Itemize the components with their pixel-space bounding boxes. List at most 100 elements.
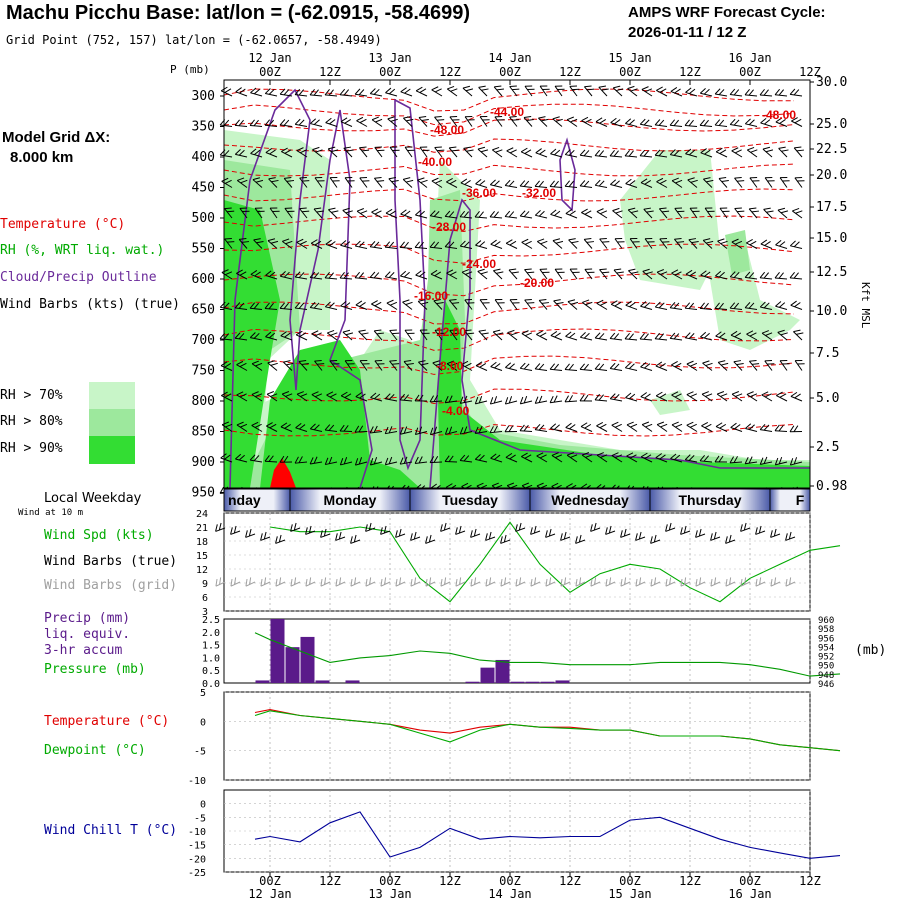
isotherm-label: -4.00 xyxy=(442,404,470,418)
precip-bar xyxy=(316,680,330,683)
legend-precip-line1: Precip (mm) xyxy=(44,611,130,627)
chill-tick-label: -25 xyxy=(188,868,206,879)
isotherm-label: -32.00 xyxy=(522,186,556,200)
precip-tick-label: 1.0 xyxy=(202,653,220,664)
isotherm-label: -8.00 xyxy=(436,359,464,373)
wind-tick-label: 9 xyxy=(202,579,208,590)
pressure-tick-label: 946 xyxy=(818,680,834,690)
hour-label-top: 00Z xyxy=(259,65,281,79)
height-axis-label: Kft MSL xyxy=(859,282,872,328)
pressure-tick-label: 350 xyxy=(192,120,215,135)
precip-tick-label: 0.5 xyxy=(202,666,220,677)
pressure-tick-label: 950 xyxy=(192,486,215,501)
pressure-tick-label: 900 xyxy=(192,455,215,470)
hour-label-bottom: 00Z xyxy=(739,874,761,888)
temp-tick-label: -5 xyxy=(194,747,206,758)
wind-panel-title: Wind at 10 m xyxy=(18,508,83,518)
wind-tick-label: 6 xyxy=(202,593,208,604)
date-label-top: 15 Jan xyxy=(608,51,651,65)
hour-label-bottom: 12Z xyxy=(439,874,461,888)
temp-tick-label: 5 xyxy=(200,688,206,699)
hour-label-top: 12Z xyxy=(799,65,821,79)
model-grid-title: Model Grid ΔX: xyxy=(2,128,110,148)
legend-wind: Wind Barbs (kts) (true) xyxy=(0,297,180,312)
wind-panel xyxy=(213,513,840,611)
temp-tick-label: 0 xyxy=(200,717,206,728)
date-label-bottom: 13 Jan xyxy=(368,887,411,900)
precip-bar xyxy=(301,637,315,683)
legend-temperature-2m: Temperature (°C) xyxy=(44,714,169,729)
isotherm-label: -16.00 xyxy=(414,289,448,303)
height-tick-label: 10.0 xyxy=(816,304,847,319)
hour-label-top: 00Z xyxy=(619,65,641,79)
wind-tick-label: 21 xyxy=(196,523,208,534)
legend-pressure: Pressure (mb) xyxy=(44,662,146,677)
isotherm-label: -24.00 xyxy=(462,257,496,271)
height-tick-label: 7.5 xyxy=(816,346,839,361)
legend-precip-line3: 3-hr accum xyxy=(44,643,130,659)
height-tick-label: 25.0 xyxy=(816,117,847,132)
grid-point-subtitle: Grid Point (752, 157) lat/lon = (-62.065… xyxy=(6,33,382,47)
hour-label-bottom: 12Z xyxy=(799,874,821,888)
date-label-top: 13 Jan xyxy=(368,51,411,65)
precip-bar xyxy=(556,680,570,683)
legend-dewpoint: Dewpoint (°C) xyxy=(44,743,146,758)
isotherm-label: -12.00 xyxy=(432,325,466,339)
height-tick-label: 5.0 xyxy=(816,391,839,406)
date-label-bottom: 14 Jan xyxy=(488,887,531,900)
upper-panel xyxy=(220,80,814,496)
page-title: Machu Picchu Base: lat/lon = (-62.0915, … xyxy=(6,2,470,25)
chill-tick-label: -10 xyxy=(188,827,206,838)
precip-bar xyxy=(256,680,270,683)
hour-label-top: 00Z xyxy=(739,65,761,79)
forecast-cycle-value: 2026-01-11 / 12 Z xyxy=(628,23,826,43)
wind-barb-true xyxy=(214,522,225,531)
hour-label-top: 00Z xyxy=(379,65,401,79)
pressure-tick-label: 650 xyxy=(192,303,215,318)
pressure-tick-label: 400 xyxy=(192,150,215,165)
hour-label-bottom: 12Z xyxy=(559,874,581,888)
precip-bar xyxy=(346,680,360,683)
weekday-name: Tuesday xyxy=(442,492,498,508)
isotherm-label: -36.00 xyxy=(462,186,496,200)
rh-swatch-80 xyxy=(89,409,135,436)
weekday-name: Wednesday xyxy=(551,492,629,508)
legend-cloud: Cloud/Precip Outline xyxy=(0,270,157,285)
height-tick-label: 2.5 xyxy=(816,440,839,455)
precip-bar xyxy=(511,682,525,683)
precip-tick-label: 1.5 xyxy=(202,641,220,652)
precip-tick-label: 2.0 xyxy=(202,628,220,639)
rh-swatch-90 xyxy=(89,436,135,464)
pressure-tick-label: 500 xyxy=(192,211,215,226)
hour-label-bottom: 00Z xyxy=(379,874,401,888)
pressure-tick-label: 300 xyxy=(192,89,215,104)
rh-legend-90: RH > 90% xyxy=(0,441,63,456)
forecast-cycle-title: AMPS WRF Forecast Cycle: xyxy=(628,3,826,23)
wind-tick-label: 18 xyxy=(196,537,208,548)
hour-label-top: 12Z xyxy=(559,65,581,79)
rh-swatch-70 xyxy=(89,382,135,409)
precip-bar xyxy=(466,682,480,683)
weekday-name: F xyxy=(796,492,805,508)
chill-tick-label: -20 xyxy=(188,854,206,865)
temp-tick-label: -10 xyxy=(188,776,206,787)
date-label-top: 12 Jan xyxy=(248,51,291,65)
wind-tick-label: 12 xyxy=(196,565,208,576)
wind-chill-panel-frame xyxy=(224,790,810,872)
date-label-bottom: 15 Jan xyxy=(608,887,651,900)
hour-label-bottom: 12Z xyxy=(679,874,701,888)
pressure-tick-label: 750 xyxy=(192,364,215,379)
precip-bar xyxy=(496,660,510,683)
pressure-tick-label: 600 xyxy=(192,272,215,287)
isotherm-label: -44.00 xyxy=(490,105,524,119)
height-tick-label: 17.5 xyxy=(816,200,847,215)
isotherm-label: -48.00 xyxy=(430,123,464,137)
wind-tick-label: 24 xyxy=(196,509,208,520)
legend-rh: RH (%, WRT liq. wat.) xyxy=(0,243,164,258)
legend-wind-barbs-grid: Wind Barbs (grid) xyxy=(44,578,177,593)
isotherm-label: -40.00 xyxy=(418,155,452,169)
weekday-name: nday xyxy=(228,492,261,508)
pressure-tick-label: 550 xyxy=(192,242,215,257)
height-tick-label: 12.5 xyxy=(816,265,847,280)
forecast-cycle: AMPS WRF Forecast Cycle: 2026-01-11 / 12… xyxy=(628,3,826,43)
